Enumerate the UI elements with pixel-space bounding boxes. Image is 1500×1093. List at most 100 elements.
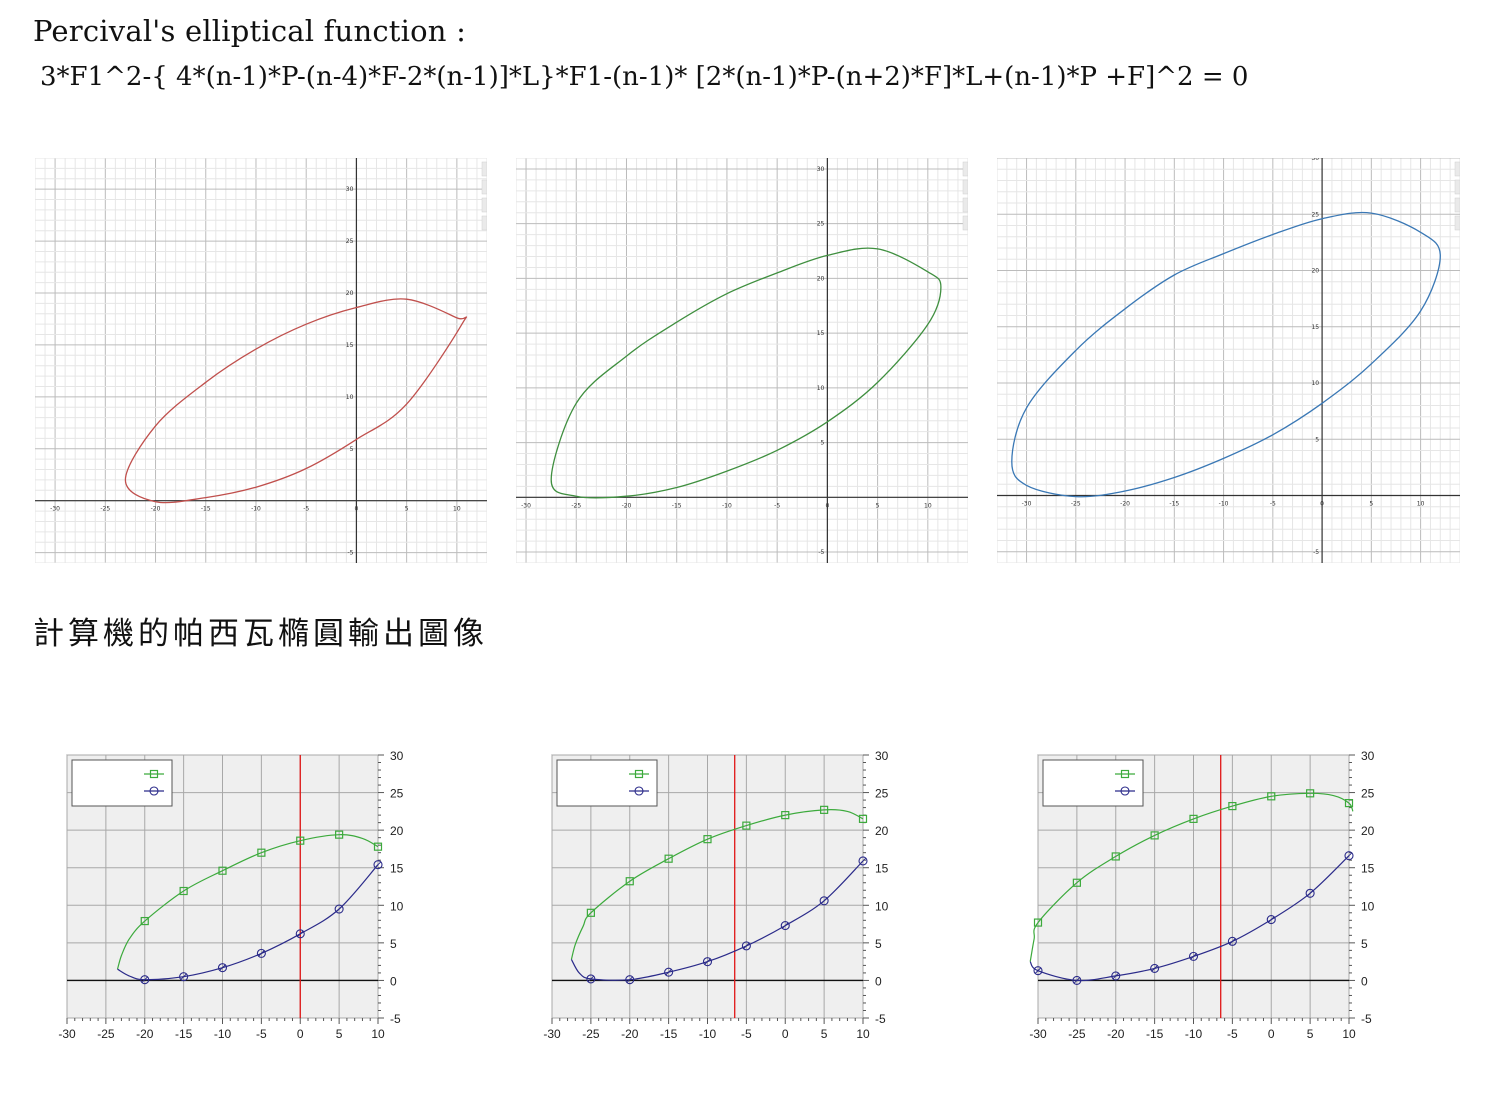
toolbar-tab (481, 179, 487, 195)
x-tick-label: 5 (821, 1027, 828, 1041)
software-chart-3: -30 -25 -20 -15 -10 -5 0 5 10 -5 0 5 10 15 20 25 30 (1029, 749, 1375, 1041)
software-panel-3: -30 -25 -20 -15 -10 -5 0 5 10 -5 0 5 10 15 20 25 30 (1011, 700, 1471, 1075)
software-chart-1: -30 -25 -20 -15 -10 -5 0 5 10 -5 0 5 10 15 20 25 30 (58, 749, 404, 1041)
ostwalt-point-slash (781, 922, 789, 929)
y-tick-label: 10 (875, 899, 889, 913)
y-tick-label: 5 (350, 446, 354, 453)
graphing-chart-3: -30 -25 -20 -15 -10 -5 0 5 10 -5 5 10 15 20 25 30 (997, 158, 1460, 563)
ostwalt-point-slash (743, 942, 750, 950)
ostwalt-point-slash (587, 975, 595, 983)
y-tick-label: 10 (1311, 380, 1319, 387)
ellipse-series (550, 247, 942, 499)
y-tick-label: 25 (1361, 787, 1375, 801)
legend-marker (149, 786, 159, 796)
ostwalt-point-slash (704, 958, 711, 965)
x-tick-label: -25 (1071, 501, 1081, 508)
y-tick-label: 30 (1361, 749, 1375, 763)
ostwalt-point-slash (1190, 953, 1197, 960)
y-tick-label: 30 (1311, 158, 1319, 162)
toolbar-tab (1454, 161, 1460, 177)
y-tick-label: 5 (821, 440, 825, 447)
software-panel-2: -30 -25 -20 -15 -10 -5 0 5 10 -5 0 5 10 15 20 25 30 (525, 700, 985, 1075)
legend-marker (634, 769, 644, 779)
x-tick-label: -20 (1107, 1027, 1125, 1041)
ostwalt-point (1072, 975, 1082, 985)
wollaston-point (218, 866, 227, 875)
x-tick-label: -30 (543, 1027, 561, 1041)
wollaston-point (1189, 814, 1198, 823)
x-tick-label: 0 (1268, 1027, 1275, 1041)
x-tick-label: 5 (405, 506, 409, 513)
ostwalt-point (819, 896, 829, 906)
x-tick-label: -25 (582, 1027, 600, 1041)
ellipse-series (124, 298, 468, 504)
x-tick-label: -10 (1219, 501, 1229, 508)
toolbar-tab (1454, 197, 1460, 213)
wollaston-point (664, 854, 673, 863)
ostwalt-curve (1029, 855, 1350, 982)
toolbar-tab (481, 197, 487, 213)
ostwalt-point-slash (1112, 972, 1120, 980)
ostwalt-point-slash (141, 976, 149, 984)
y-tick-label: 25 (875, 787, 889, 801)
legend-marker (634, 786, 644, 796)
ostwalt-point-slash (626, 976, 634, 984)
x-tick-label: 0 (355, 506, 359, 513)
ostwalt-point (780, 921, 790, 931)
ostwalt-point (1150, 963, 1160, 973)
x-tick-label: 10 (453, 506, 461, 513)
graphing-chart-1: -30 -25 -20 -15 -10 -5 0 5 10 -5 5 10 15 20 25 30 (35, 158, 487, 563)
y-tick-label: -5 (1313, 549, 1319, 556)
x-tick-label: -25 (100, 506, 110, 513)
wollaston-point (373, 842, 383, 851)
x-tick-label: 0 (1320, 501, 1324, 508)
graphing-panel-3: -30 -25 -20 -15 -10 -5 0 5 10 -5 5 10 15 20 25 30 (997, 158, 1460, 563)
ostwalt-point-slash (820, 897, 828, 905)
ostwalt-point-slash (665, 968, 672, 976)
ostwalt-point-slash (1267, 916, 1275, 923)
x-tick-label: 5 (1369, 501, 1373, 508)
legend-marker (1120, 786, 1130, 796)
wollaston-point (1344, 798, 1354, 808)
ostwalt-point (179, 972, 189, 982)
x-tick-label: -10 (699, 1027, 717, 1041)
ostwalt-point-slash (1229, 938, 1236, 945)
wollaston-point (1072, 878, 1081, 887)
wollaston-point (1306, 789, 1315, 798)
x-tick-label: -5 (1227, 1027, 1238, 1041)
x-tick-label: -30 (58, 1027, 76, 1041)
x-tick-label: -10 (251, 506, 261, 513)
x-tick-label: -20 (136, 1027, 154, 1041)
graphing-panel-2: -30 -25 -20 -15 -10 -5 0 5 10 -5 5 10 15 20 25 30 (516, 158, 968, 563)
x-tick-label: -5 (1270, 501, 1276, 508)
ostwalt-point-slash (1073, 977, 1081, 984)
plot-background (516, 158, 968, 563)
ostwalt-point (625, 975, 635, 985)
software-chart-2: -30 -25 -20 -15 -10 -5 0 5 10 -5 0 5 10 15 20 25 30 (543, 749, 889, 1041)
y-tick-label: 0 (875, 974, 882, 988)
wollaston-point (179, 886, 188, 896)
y-tick-label: -5 (390, 1012, 401, 1026)
toolbar-tab (481, 215, 487, 231)
ostwalt-point (1188, 951, 1199, 961)
x-tick-label: 0 (782, 1027, 789, 1041)
y-tick-label: 20 (346, 290, 354, 297)
legend-marker (1120, 769, 1130, 779)
ostwalt-point (702, 957, 713, 967)
x-tick-label: 0 (297, 1027, 304, 1041)
ostwalt-point (140, 975, 150, 985)
toolbar-tab (1454, 215, 1460, 231)
ostwalt-point-slash (1345, 852, 1353, 860)
y-tick-label: 15 (817, 330, 825, 337)
y-tick-label: 25 (390, 787, 404, 801)
wollaston-point (1033, 918, 1043, 927)
y-tick-label: 20 (1361, 824, 1375, 838)
y-tick-label: 20 (875, 824, 889, 838)
ostwalt-point (1266, 915, 1276, 925)
wollaston-point (335, 830, 344, 839)
page-title: Percival's elliptical function : (33, 14, 467, 48)
ostwalt-point-slash (1151, 965, 1158, 972)
y-tick-label: 20 (1311, 268, 1319, 275)
ostwalt-point-slash (859, 857, 867, 865)
x-tick-label: -15 (672, 502, 682, 509)
